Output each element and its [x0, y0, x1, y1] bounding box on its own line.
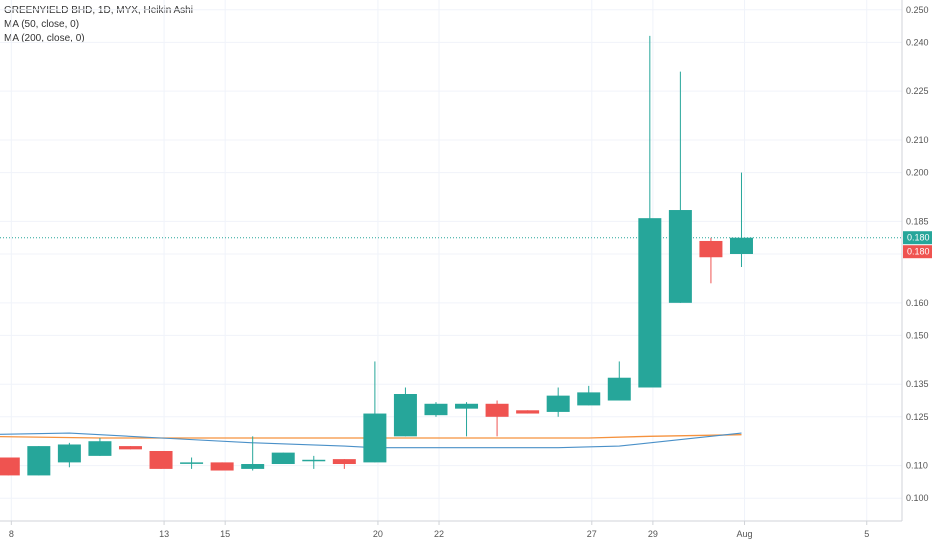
- candle[interactable]: [271, 452, 295, 465]
- candle[interactable]: [699, 237, 723, 284]
- price-badge: [903, 245, 932, 259]
- candle-body: [485, 403, 509, 417]
- candle-body: [241, 464, 265, 469]
- candle[interactable]: [363, 361, 387, 463]
- candle[interactable]: [241, 436, 265, 471]
- candle[interactable]: [455, 402, 479, 437]
- candle[interactable]: [607, 361, 631, 401]
- candle[interactable]: [393, 387, 417, 437]
- candle-body: [363, 413, 387, 463]
- candle[interactable]: [516, 410, 540, 414]
- candle[interactable]: [0, 457, 20, 476]
- candle-body: [271, 452, 295, 465]
- candle-body: [332, 459, 356, 465]
- candle[interactable]: [424, 402, 448, 417]
- x-tick-label: 13: [159, 529, 169, 539]
- y-tick-label: 0.240: [906, 37, 929, 47]
- x-tick-label: 29: [648, 529, 658, 539]
- candle-body: [699, 240, 723, 258]
- y-tick-label: 0.210: [906, 135, 929, 145]
- legend-ma50-line: MA (50, close, 0): [4, 19, 80, 30]
- x-tick-label: 27: [587, 529, 597, 539]
- candle-body: [516, 410, 540, 414]
- y-tick-label: 0.200: [906, 168, 929, 178]
- candle[interactable]: [638, 35, 662, 388]
- candle[interactable]: [210, 462, 234, 471]
- x-tick-label: 8: [9, 529, 14, 539]
- legend-symbol-line: GREENYIELD BHD, 1D, MYX, Heikin Ashi: [4, 5, 193, 16]
- x-tick-label: 22: [434, 529, 444, 539]
- candle[interactable]: [546, 387, 570, 417]
- y-tick-label: 0.250: [906, 5, 929, 15]
- candle[interactable]: [729, 172, 753, 268]
- candle[interactable]: [332, 459, 356, 469]
- candle[interactable]: [668, 71, 692, 303]
- x-tick-label: 20: [373, 529, 383, 539]
- candle-body: [607, 377, 631, 401]
- candle-body: [455, 403, 479, 409]
- candle-body: [546, 395, 570, 412]
- y-tick-label: 0.100: [906, 493, 929, 503]
- y-tick-label: 0.185: [906, 216, 929, 226]
- y-tick-label: 0.135: [906, 379, 929, 389]
- candle[interactable]: [27, 446, 51, 476]
- price-badge: [903, 231, 932, 245]
- candle-body: [393, 394, 417, 437]
- candle-body: [424, 403, 448, 416]
- candle[interactable]: [118, 446, 142, 450]
- candle-body: [149, 450, 173, 469]
- candle-body: [27, 446, 51, 476]
- candles[interactable]: [0, 35, 753, 476]
- price-badge-label: 0.180: [907, 247, 930, 257]
- candle[interactable]: [485, 400, 509, 437]
- y-tick-label: 0.110: [906, 461, 928, 471]
- grid-layer: [0, 0, 902, 521]
- x-tick-label: 5: [864, 529, 869, 539]
- y-tick-label: 0.125: [906, 412, 929, 422]
- candle-body: [88, 441, 112, 456]
- candle-body: [118, 446, 142, 450]
- candle[interactable]: [57, 442, 81, 468]
- x-tick-label: 15: [220, 529, 230, 539]
- candle-body: [302, 459, 326, 462]
- candle[interactable]: [88, 437, 112, 456]
- y-tick-label: 0.160: [906, 298, 929, 308]
- candle-body: [180, 462, 204, 464]
- x-tick-label: Aug: [737, 529, 753, 539]
- candle-body: [729, 237, 753, 254]
- candle-body: [577, 392, 601, 406]
- candle[interactable]: [149, 450, 173, 469]
- candle-body: [57, 444, 81, 463]
- chart-legend: GREENYIELD BHD, 1D, MYX, Heikin Ashi MA …: [4, 4, 193, 46]
- candle-body: [210, 462, 234, 471]
- y-tick-label: 0.150: [906, 330, 929, 340]
- price-badge-label: 0.180: [907, 233, 930, 243]
- candle-body: [638, 218, 662, 388]
- legend-ma200-line: MA (200, close, 0): [4, 33, 85, 44]
- candle[interactable]: [180, 457, 204, 469]
- candle-body: [0, 457, 20, 476]
- y-tick-label: 0.225: [906, 86, 929, 96]
- ma200-line: [0, 434, 742, 439]
- candle[interactable]: [577, 385, 601, 406]
- candle[interactable]: [302, 455, 326, 469]
- candle-body: [668, 210, 692, 303]
